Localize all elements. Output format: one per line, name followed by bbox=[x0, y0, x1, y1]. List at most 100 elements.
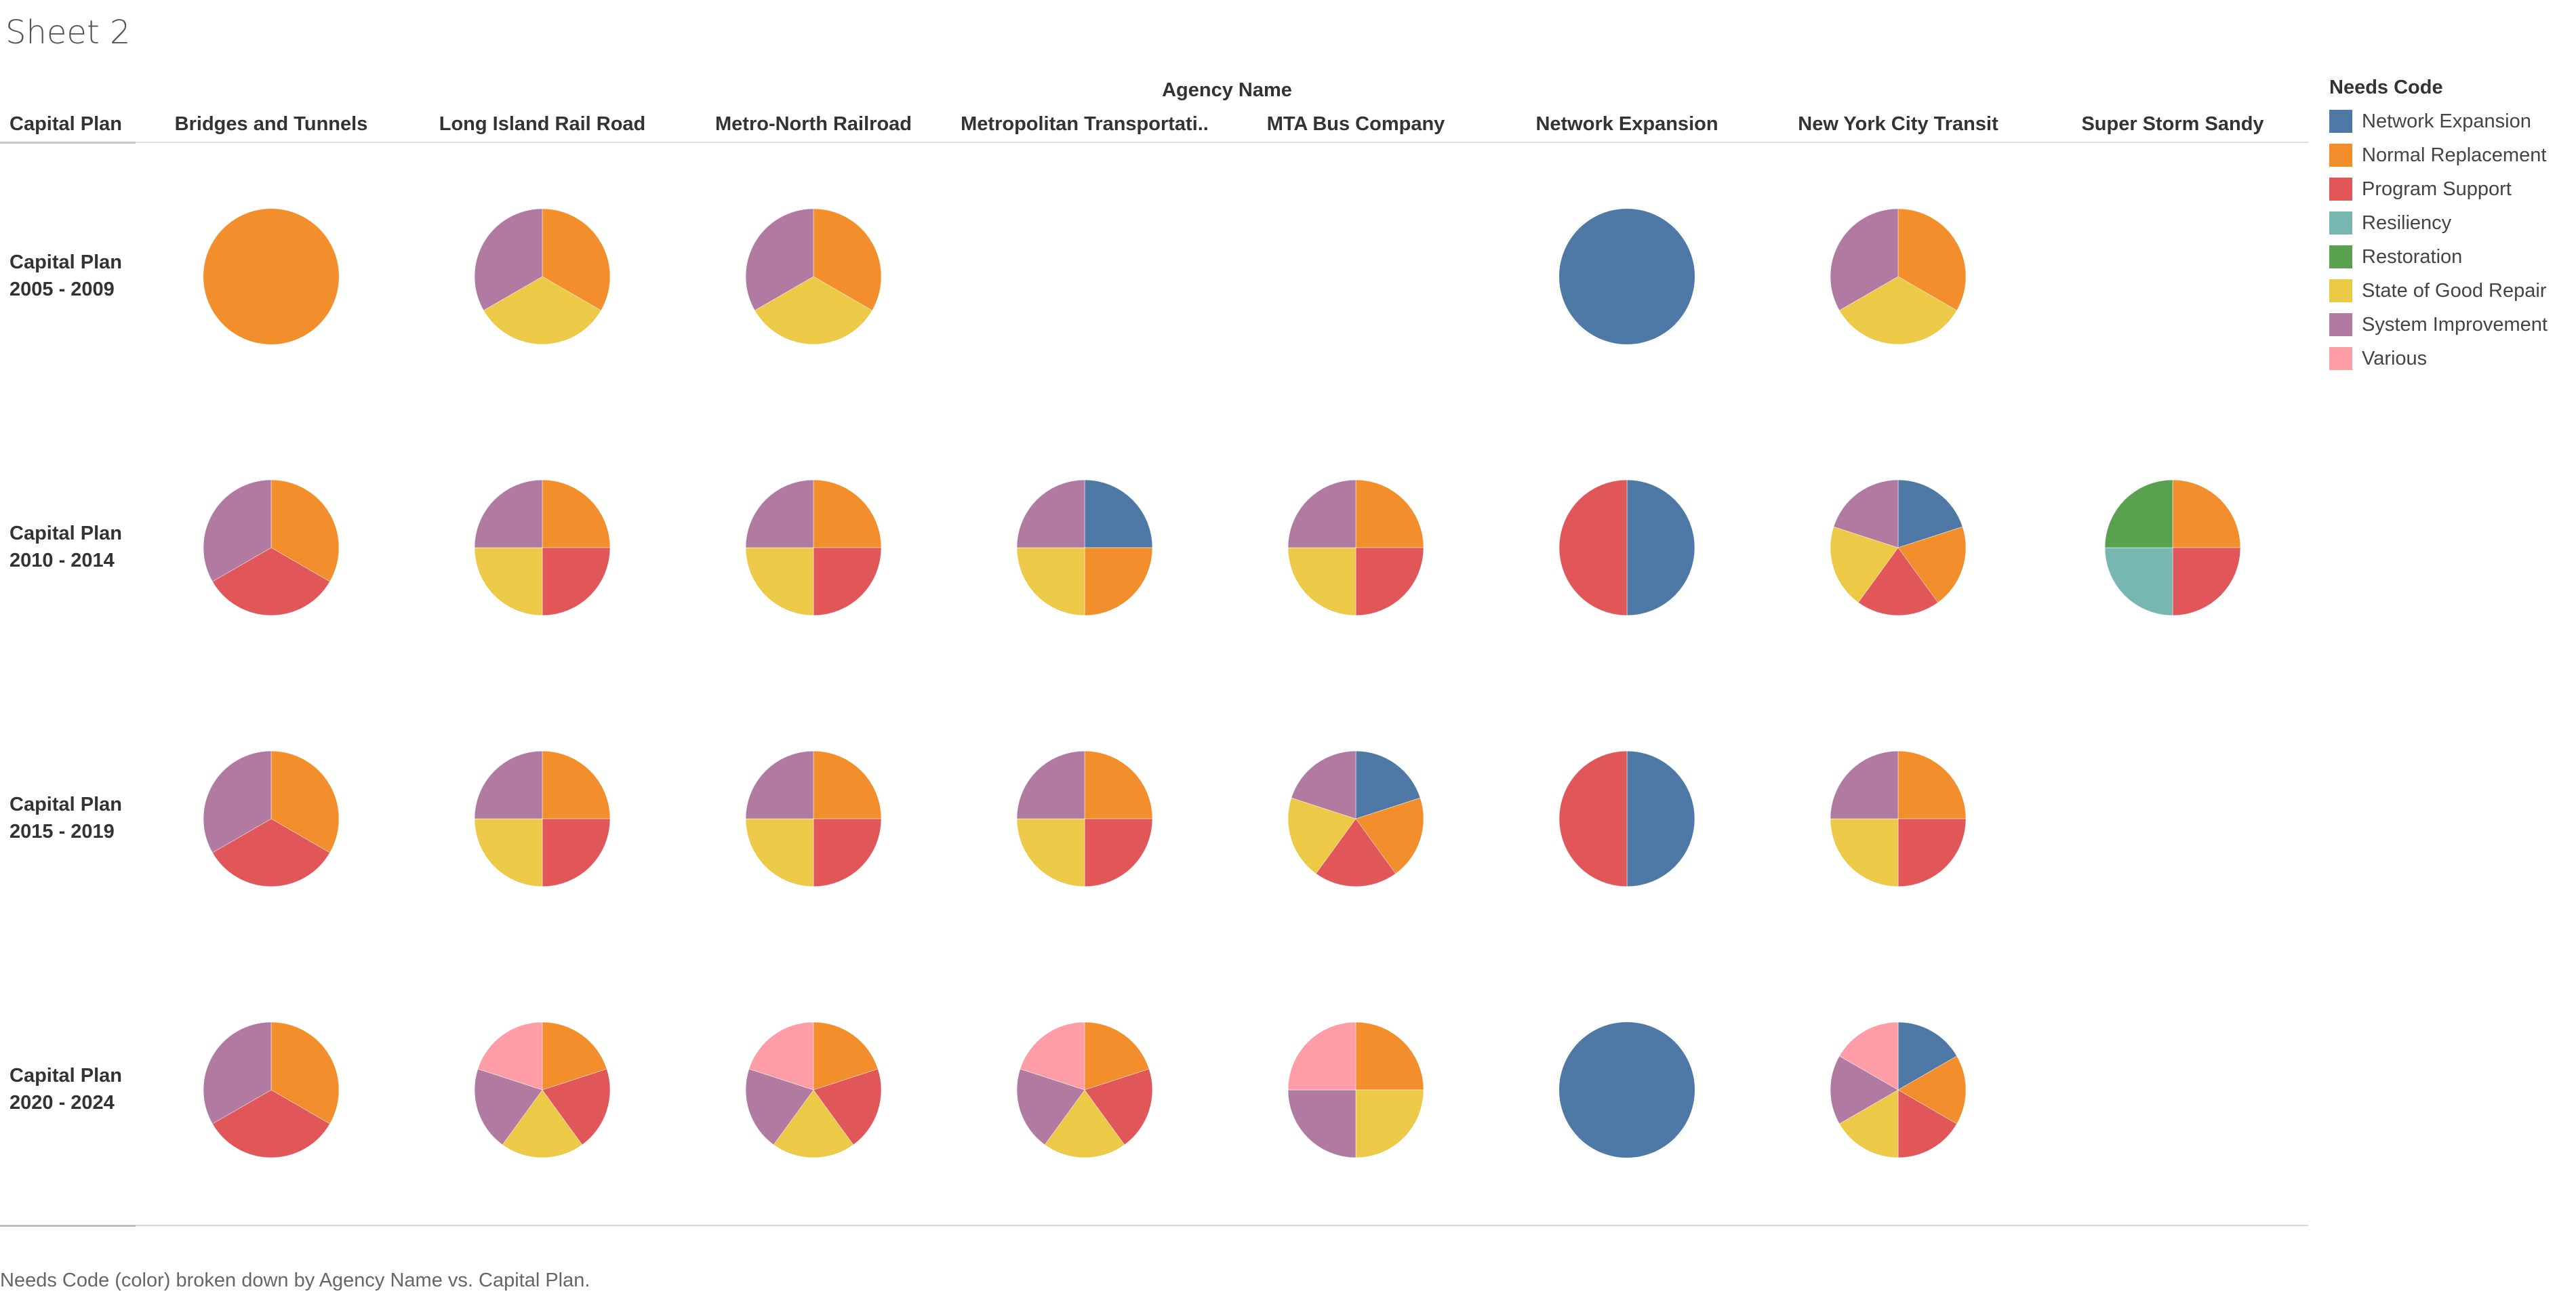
pie-slice-network-expansion[interactable] bbox=[1559, 1022, 1695, 1158]
pie-slice-program-support[interactable] bbox=[1084, 818, 1153, 887]
pie-slice-system-improvement[interactable] bbox=[203, 479, 272, 582]
pie-slice-normal-replacement[interactable] bbox=[813, 208, 882, 311]
pie-slice-system-improvement[interactable] bbox=[203, 750, 272, 853]
pie-2020-2024-mta-bus-company[interactable] bbox=[1287, 1021, 1424, 1158]
pie-slice-system-improvement[interactable] bbox=[474, 479, 543, 548]
pie-slice-network-expansion[interactable] bbox=[1559, 209, 1695, 344]
pie-2010-2014-network-expansion[interactable] bbox=[1558, 479, 1695, 616]
pie-slice-state-of-good-repair[interactable] bbox=[773, 1089, 854, 1158]
pie-slice-state-of-good-repair[interactable] bbox=[1830, 526, 1899, 603]
pie-slice-system-improvement[interactable] bbox=[745, 1068, 814, 1145]
pie-2015-2019-new-york-city-transit[interactable] bbox=[1830, 750, 1967, 887]
pie-slice-system-improvement[interactable] bbox=[474, 208, 543, 311]
pie-slice-various[interactable] bbox=[1020, 1021, 1085, 1091]
pie-slice-system-improvement[interactable] bbox=[1016, 479, 1085, 548]
pie-2010-2014-bridges-and-tunnels[interactable] bbox=[203, 479, 340, 616]
pie-slice-network-expansion[interactable] bbox=[1084, 479, 1153, 548]
pie-slice-program-support[interactable] bbox=[813, 818, 882, 887]
pie-slice-resiliency[interactable] bbox=[2104, 547, 2173, 616]
legend-item-restoration[interactable]: Restoration bbox=[2329, 240, 2548, 274]
pie-2005-2009-network-expansion[interactable] bbox=[1559, 209, 1695, 344]
pie-2005-2009-bridges-and-tunnels[interactable] bbox=[203, 209, 339, 344]
pie-slice-network-expansion[interactable] bbox=[1355, 750, 1421, 819]
pie-slice-state-of-good-repair[interactable] bbox=[483, 276, 601, 345]
pie-2020-2024-metro-north-railroad[interactable] bbox=[745, 1021, 882, 1158]
pie-2010-2014-metro-north-railroad[interactable] bbox=[745, 479, 882, 616]
pie-slice-system-improvement[interactable] bbox=[474, 1068, 543, 1145]
pie-slice-normal-replacement[interactable] bbox=[1897, 1055, 1967, 1124]
pie-2010-2014-metropolitan-transportati[interactable] bbox=[1016, 479, 1153, 616]
pie-slice-state-of-good-repair[interactable] bbox=[502, 1089, 583, 1158]
pie-slice-normal-replacement[interactable] bbox=[1355, 1021, 1424, 1091]
pie-slice-program-support[interactable] bbox=[813, 547, 882, 616]
pie-2015-2019-bridges-and-tunnels[interactable] bbox=[203, 750, 340, 887]
legend-item-normal-replacement[interactable]: Normal Replacement bbox=[2329, 138, 2548, 172]
pie-slice-system-improvement[interactable] bbox=[1830, 208, 1899, 311]
column-header-long-island-rail-road[interactable]: Long Island Rail Road bbox=[439, 113, 646, 135]
pie-2020-2024-network-expansion[interactable] bbox=[1559, 1022, 1695, 1158]
pie-slice-normal-replacement[interactable] bbox=[2172, 479, 2241, 548]
pie-slice-normal-replacement[interactable] bbox=[1897, 526, 1967, 603]
pie-2015-2019-metropolitan-transportati[interactable] bbox=[1016, 750, 1153, 887]
pie-slice-normal-replacement[interactable] bbox=[813, 1021, 879, 1091]
pie-slice-state-of-good-repair[interactable] bbox=[474, 818, 543, 887]
pie-slice-program-support[interactable] bbox=[542, 547, 611, 616]
pie-slice-normal-replacement[interactable] bbox=[1355, 479, 1424, 548]
pie-2010-2014-new-york-city-transit[interactable] bbox=[1830, 479, 1967, 616]
pie-2005-2009-long-island-rail-road[interactable] bbox=[474, 208, 611, 345]
pie-2020-2024-long-island-rail-road[interactable] bbox=[474, 1021, 611, 1158]
pie-slice-normal-replacement[interactable] bbox=[813, 479, 882, 548]
pie-slice-program-support[interactable] bbox=[542, 1068, 611, 1145]
pie-slice-state-of-good-repair[interactable] bbox=[1044, 1089, 1125, 1158]
pie-slice-network-expansion[interactable] bbox=[1897, 1021, 1957, 1091]
pie-slice-normal-replacement[interactable] bbox=[542, 479, 611, 548]
pie-slice-various[interactable] bbox=[1839, 1021, 1899, 1091]
pie-slice-program-support[interactable] bbox=[542, 818, 611, 887]
pie-slice-state-of-good-repair[interactable] bbox=[1839, 1089, 1899, 1158]
pie-2020-2024-metropolitan-transportati[interactable] bbox=[1016, 1021, 1153, 1158]
column-header-metro-north-railroad[interactable]: Metro-North Railroad bbox=[715, 113, 912, 135]
pie-slice-normal-replacement[interactable] bbox=[203, 209, 339, 344]
pie-slice-restoration[interactable] bbox=[2104, 479, 2173, 548]
pie-slice-state-of-good-repair[interactable] bbox=[1016, 818, 1085, 887]
legend-item-program-support[interactable]: Program Support bbox=[2329, 172, 2548, 206]
pie-slice-system-improvement[interactable] bbox=[1287, 479, 1356, 548]
pie-slice-system-improvement[interactable] bbox=[1016, 750, 1085, 819]
pie-slice-state-of-good-repair[interactable] bbox=[1016, 547, 1085, 616]
pie-slice-system-improvement[interactable] bbox=[203, 1021, 272, 1124]
pie-slice-normal-replacement[interactable] bbox=[1897, 750, 1967, 819]
pie-slice-system-improvement[interactable] bbox=[1287, 1089, 1356, 1158]
pie-slice-program-support[interactable] bbox=[1897, 1089, 1957, 1158]
column-header-mta-bus-company[interactable]: MTA Bus Company bbox=[1266, 113, 1445, 135]
row-label-2005-2009[interactable]: Capital Plan 2005 - 2009 bbox=[9, 249, 122, 303]
column-header-bridges-and-tunnels[interactable]: Bridges and Tunnels bbox=[174, 113, 368, 135]
pie-slice-system-improvement[interactable] bbox=[1291, 750, 1356, 819]
pie-slice-various[interactable] bbox=[1287, 1021, 1356, 1091]
pie-slice-program-support[interactable] bbox=[212, 818, 330, 887]
pie-slice-state-of-good-repair[interactable] bbox=[745, 818, 814, 887]
pie-slice-normal-replacement[interactable] bbox=[1084, 750, 1153, 819]
column-header-network-expansion[interactable]: Network Expansion bbox=[1535, 113, 1718, 135]
pie-2015-2019-mta-bus-company[interactable] bbox=[1287, 750, 1424, 887]
pie-2020-2024-new-york-city-transit[interactable] bbox=[1830, 1021, 1967, 1158]
column-header-super-storm-sandy[interactable]: Super Storm Sandy bbox=[2081, 113, 2264, 135]
pie-slice-normal-replacement[interactable] bbox=[1355, 797, 1424, 874]
legend-item-various[interactable]: Various bbox=[2329, 342, 2548, 376]
legend-item-system-improvement[interactable]: System Improvement bbox=[2329, 308, 2548, 342]
pie-slice-normal-replacement[interactable] bbox=[542, 750, 611, 819]
pie-slice-program-support[interactable] bbox=[1084, 1068, 1153, 1145]
pie-slice-system-improvement[interactable] bbox=[474, 750, 543, 819]
pie-slice-network-expansion[interactable] bbox=[1897, 479, 1963, 548]
pie-slice-state-of-good-repair[interactable] bbox=[1839, 276, 1957, 345]
pie-slice-program-support[interactable] bbox=[1558, 750, 1628, 887]
pie-slice-state-of-good-repair[interactable] bbox=[474, 547, 543, 616]
pie-slice-program-support[interactable] bbox=[1355, 547, 1424, 616]
row-label-2010-2014[interactable]: Capital Plan 2010 - 2014 bbox=[9, 520, 122, 574]
pie-slice-program-support[interactable] bbox=[1897, 818, 1967, 887]
pie-slice-normal-replacement[interactable] bbox=[813, 750, 882, 819]
legend-item-state-of-good-repair[interactable]: State of Good Repair bbox=[2329, 274, 2548, 308]
pie-slice-normal-replacement[interactable] bbox=[270, 750, 340, 853]
row-label-2015-2019[interactable]: Capital Plan 2015 - 2019 bbox=[9, 791, 122, 845]
pie-slice-normal-replacement[interactable] bbox=[1084, 1021, 1150, 1091]
pie-slice-state-of-good-repair[interactable] bbox=[1287, 797, 1356, 874]
